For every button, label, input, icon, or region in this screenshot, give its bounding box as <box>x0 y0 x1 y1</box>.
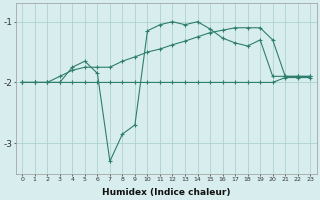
X-axis label: Humidex (Indice chaleur): Humidex (Indice chaleur) <box>102 188 230 197</box>
